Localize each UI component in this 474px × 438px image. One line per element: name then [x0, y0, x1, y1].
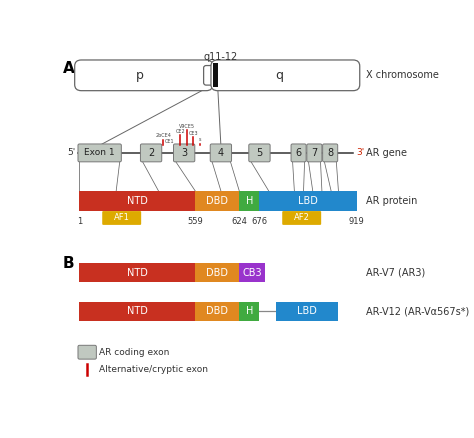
FancyBboxPatch shape [75, 60, 213, 91]
Bar [195, 191, 239, 211]
Text: 2bCE4: 2bCE4 [155, 133, 171, 138]
Text: AR-V12 (AR-Vα567s*): AR-V12 (AR-Vα567s*) [366, 307, 469, 316]
Text: 676: 676 [251, 217, 267, 226]
Text: 2: 2 [148, 148, 154, 158]
Text: CE3: CE3 [189, 131, 198, 135]
Bar [195, 302, 239, 321]
Text: V9CE5: V9CE5 [179, 124, 195, 129]
Text: 5: 5 [256, 148, 263, 158]
Text: AF1: AF1 [114, 213, 129, 223]
Text: 8: 8 [327, 148, 333, 158]
FancyBboxPatch shape [140, 144, 162, 162]
FancyBboxPatch shape [249, 144, 270, 162]
Text: CE1: CE1 [164, 139, 174, 144]
Text: X chromosome: X chromosome [366, 71, 439, 80]
Text: AR protein: AR protein [366, 196, 418, 206]
Text: 559: 559 [187, 217, 203, 226]
Text: A: A [63, 61, 75, 76]
FancyBboxPatch shape [282, 211, 321, 225]
Text: 624: 624 [231, 217, 247, 226]
Text: Alternative/cryptic exon: Alternative/cryptic exon [99, 365, 208, 374]
Text: 5': 5' [67, 148, 75, 157]
Text: LBD: LBD [298, 196, 318, 206]
Text: 919: 919 [349, 217, 365, 226]
FancyBboxPatch shape [102, 211, 141, 225]
Text: H: H [246, 196, 253, 206]
Bar [239, 302, 259, 321]
FancyBboxPatch shape [173, 144, 195, 162]
Text: DBD: DBD [206, 268, 228, 278]
Text: AR-V7 (AR3): AR-V7 (AR3) [366, 268, 425, 278]
Text: AF2: AF2 [294, 213, 310, 223]
FancyBboxPatch shape [307, 144, 322, 162]
Bar [276, 302, 338, 321]
Bar [213, 64, 218, 87]
Bar [239, 263, 265, 282]
FancyBboxPatch shape [204, 66, 217, 85]
Bar [80, 302, 195, 321]
Bar [239, 191, 259, 211]
Text: LBD: LBD [297, 307, 317, 316]
Text: 7: 7 [311, 148, 318, 158]
Bar [195, 263, 239, 282]
Text: Exon 1: Exon 1 [84, 148, 115, 157]
Text: 6: 6 [295, 148, 301, 158]
Text: NTD: NTD [127, 307, 148, 316]
Text: B: B [63, 256, 74, 271]
Text: 3': 3' [356, 148, 365, 157]
Text: AR coding exon: AR coding exon [99, 348, 169, 357]
Text: q: q [276, 69, 283, 82]
Text: 4: 4 [218, 148, 224, 158]
Text: q11-12: q11-12 [204, 52, 238, 62]
FancyBboxPatch shape [78, 144, 121, 162]
FancyBboxPatch shape [78, 345, 96, 359]
Bar [80, 191, 195, 211]
Text: CE2: CE2 [176, 129, 185, 134]
Text: 3: 3 [181, 148, 187, 158]
Bar [259, 191, 357, 211]
Text: 1: 1 [77, 217, 82, 226]
Bar [80, 263, 195, 282]
FancyBboxPatch shape [291, 144, 306, 162]
FancyBboxPatch shape [211, 60, 360, 91]
Text: DBD: DBD [206, 196, 228, 206]
Text: DBD: DBD [206, 307, 228, 316]
Text: AR gene: AR gene [366, 148, 407, 158]
Text: NTD: NTD [127, 268, 148, 278]
Text: NTD: NTD [127, 196, 148, 206]
FancyBboxPatch shape [210, 144, 231, 162]
Text: s: s [199, 137, 201, 142]
Text: CB3: CB3 [242, 268, 262, 278]
Text: p: p [136, 69, 144, 82]
FancyBboxPatch shape [323, 144, 337, 162]
Text: H: H [246, 307, 253, 316]
